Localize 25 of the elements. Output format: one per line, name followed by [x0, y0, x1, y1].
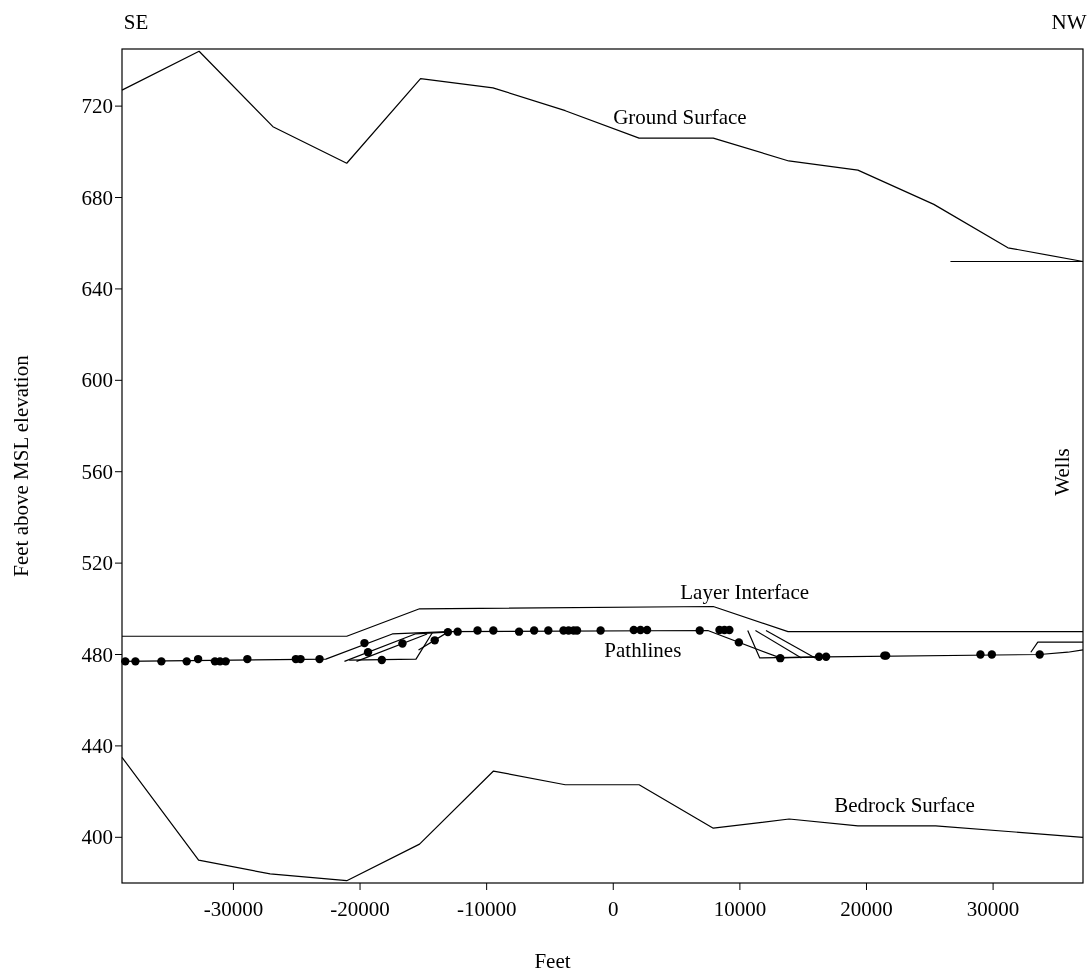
y-tick-label: 480 [81, 642, 113, 667]
y-tick-label: 520 [81, 551, 113, 576]
x-tick-label: 10000 [713, 897, 767, 921]
y-tick-label: 600 [81, 368, 113, 393]
y-tick-label: 680 [81, 185, 113, 210]
series-label: Bedrock Surface [834, 792, 975, 817]
x-tick-label: 0 [608, 897, 619, 921]
x-tick-label: -30000 [203, 897, 264, 921]
y-axis-title: Feet above MSL elevation [9, 354, 33, 577]
x-tick-label: 20000 [840, 897, 893, 921]
text: SE [123, 10, 149, 34]
series-label: Ground Surface [613, 105, 747, 130]
x-axis-title: Feet [534, 949, 571, 971]
annotation: Wells [1050, 448, 1074, 496]
series-label: Pathlines [604, 637, 682, 662]
x-tick-label: 30000 [966, 897, 1020, 921]
y-tick-label: 440 [81, 733, 113, 758]
y-tick-label: 720 [81, 94, 113, 119]
x-tick-label: -20000 [330, 897, 390, 921]
text: NW [1051, 10, 1087, 34]
y-tick-label: 400 [81, 825, 113, 850]
series-label: Layer Interface [680, 580, 810, 605]
x-tick-label: -10000 [456, 897, 517, 921]
y-tick-label: 560 [81, 459, 113, 484]
y-tick-label: 640 [81, 276, 113, 301]
